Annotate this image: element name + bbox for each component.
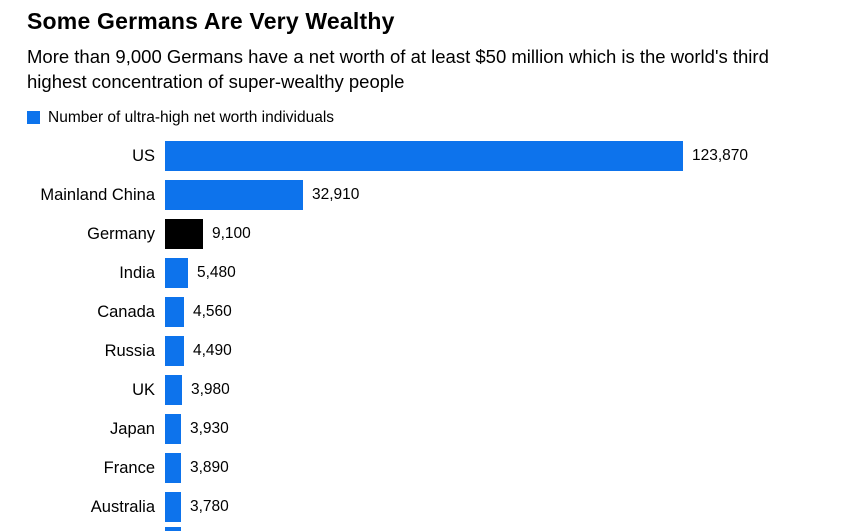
partial-bar (165, 526, 181, 531)
bar (165, 258, 188, 289)
bar (165, 453, 181, 484)
category-label: Canada (97, 302, 155, 321)
chart-row: Russia 4,490 (27, 332, 831, 371)
chart-title: Some Germans Are Very Wealthy (27, 8, 395, 34)
chart-row: Australia 3,780 (27, 488, 831, 527)
bar (165, 414, 181, 445)
bar (165, 336, 184, 367)
value-label: 4,560 (193, 303, 232, 321)
category-label: India (119, 263, 155, 282)
chart-row: UK 3,980 (27, 371, 831, 410)
legend: Number of ultra-high net worth individua… (27, 109, 831, 127)
chart-subtitle: More than 9,000 Germans have a net worth… (27, 46, 769, 92)
chart-row: Mainland China 32,910 (27, 176, 831, 215)
category-label: Germany (87, 224, 155, 243)
chart-row: Japan 3,930 (27, 410, 831, 449)
legend-swatch-icon (27, 111, 40, 125)
bar (165, 492, 181, 523)
chart-row: Canada 4,560 (27, 293, 831, 332)
bar-chart: US 123,870 Mainland China 32,910 Germany 9,10… (27, 137, 831, 531)
chart-row: Germany 9,100 (27, 215, 831, 254)
chart-row: France 3,890 (27, 449, 831, 488)
bar (165, 141, 683, 172)
bar (165, 180, 303, 211)
category-label: UK (132, 380, 155, 399)
value-label: 3,980 (191, 381, 230, 399)
legend-label: Number of ultra-high net worth individua… (48, 108, 335, 126)
value-label: 123,870 (692, 147, 749, 165)
bar (165, 297, 184, 328)
category-label: Russia (104, 341, 155, 360)
category-label: Mainland China (40, 185, 155, 204)
value-label: 3,890 (190, 459, 229, 477)
category-label: France (103, 458, 155, 477)
value-label: 5,480 (197, 264, 236, 282)
value-label: 9,100 (212, 225, 251, 243)
value-label: 3,930 (190, 420, 229, 438)
chart-row: India 5,480 (27, 254, 831, 293)
bar (165, 219, 203, 250)
value-label: 3,780 (190, 498, 229, 516)
value-label: 32,910 (312, 186, 360, 204)
chart-row-partial (27, 526, 831, 531)
category-label: Japan (110, 419, 155, 438)
bar (165, 375, 182, 406)
category-label: US (132, 146, 155, 165)
value-label: 4,490 (193, 342, 232, 360)
chart-row: US 123,870 (27, 137, 831, 176)
category-label: Australia (90, 497, 155, 516)
